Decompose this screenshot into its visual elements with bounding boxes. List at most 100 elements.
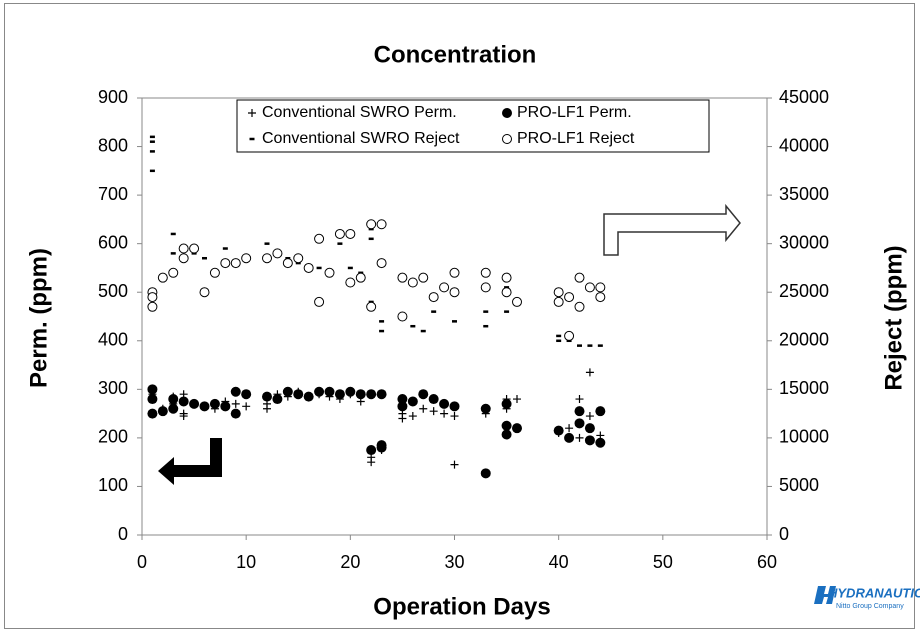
y2-tick-label: 45000 <box>779 87 829 107</box>
y2-tick-label: 20000 <box>779 330 829 350</box>
x-tick-label: 20 <box>340 552 360 572</box>
y2-tick-label: 30000 <box>779 232 829 252</box>
point <box>314 296 325 307</box>
point <box>449 267 460 278</box>
point <box>147 292 158 303</box>
point <box>366 389 377 400</box>
point <box>334 389 345 400</box>
y2-tick-label: 35000 <box>779 184 829 204</box>
y-tick-label: 500 <box>98 281 128 301</box>
point <box>168 403 179 414</box>
y-axis-label: Perm. (ppm) <box>25 248 52 388</box>
point <box>366 219 377 230</box>
logo-tagline: Nitto Group Company <box>836 603 904 610</box>
point <box>419 404 428 413</box>
point <box>564 292 575 303</box>
point <box>512 423 522 434</box>
point <box>334 228 345 239</box>
point <box>449 401 460 412</box>
point <box>168 394 179 405</box>
point <box>262 253 272 264</box>
point <box>303 262 314 273</box>
point <box>282 386 293 397</box>
point <box>241 389 252 400</box>
point <box>418 389 429 400</box>
point <box>480 403 491 414</box>
point <box>220 401 231 412</box>
point <box>179 412 188 421</box>
chart-title: Concentration <box>374 41 537 68</box>
point <box>376 219 387 230</box>
point <box>449 287 460 298</box>
point <box>595 437 606 448</box>
point <box>220 258 231 269</box>
legend-label: PRO-LF1 Perm. <box>517 104 632 121</box>
point <box>501 429 512 440</box>
point <box>376 389 387 400</box>
point <box>553 425 564 436</box>
point <box>376 258 387 269</box>
legend-marker <box>502 108 512 118</box>
logo-mark <box>814 586 836 604</box>
point <box>189 398 200 409</box>
y2-tick-label: 10000 <box>779 427 829 447</box>
point <box>450 412 459 421</box>
point <box>199 287 210 298</box>
point <box>324 386 335 397</box>
point <box>263 404 271 413</box>
point <box>512 296 522 307</box>
legend-label: Conventional SWRO Reject <box>262 130 460 147</box>
point <box>209 267 220 278</box>
point <box>282 258 293 269</box>
point <box>230 386 241 397</box>
point <box>407 396 418 407</box>
point <box>408 412 417 421</box>
point <box>564 432 575 443</box>
point <box>178 253 189 264</box>
point <box>367 458 376 467</box>
x-tick-label: 10 <box>236 552 256 572</box>
point <box>178 396 189 407</box>
point <box>407 277 418 288</box>
point <box>324 267 335 278</box>
y-tick-label: 300 <box>98 378 128 398</box>
y-tick-label: 200 <box>98 427 128 447</box>
point <box>366 445 377 456</box>
y2-tick-label: 5000 <box>779 475 819 495</box>
point <box>595 406 606 417</box>
left-arrow <box>158 438 222 485</box>
point <box>574 272 585 283</box>
point <box>241 253 252 264</box>
y-tick-label: 600 <box>98 232 128 252</box>
point <box>303 391 314 402</box>
point <box>189 243 200 254</box>
point <box>230 258 241 269</box>
y2-tick-label: 0 <box>779 524 789 544</box>
point <box>366 301 377 312</box>
point <box>272 394 283 405</box>
y2-tick-label: 15000 <box>779 378 829 398</box>
point <box>314 386 325 397</box>
point <box>345 228 356 239</box>
point <box>397 394 408 405</box>
point <box>501 272 512 283</box>
point <box>480 282 491 293</box>
point <box>584 282 595 293</box>
y2-axis-label: Reject (ppm) <box>880 245 907 390</box>
point <box>501 287 512 298</box>
point <box>595 282 606 293</box>
y-tick-label: 0 <box>118 524 128 544</box>
point <box>585 368 594 377</box>
y-tick-label: 700 <box>98 184 128 204</box>
point <box>242 402 251 411</box>
point <box>178 243 189 254</box>
x-tick-label: 40 <box>549 552 569 572</box>
point <box>574 406 585 417</box>
point <box>147 384 158 395</box>
point <box>501 420 512 431</box>
point <box>513 395 521 404</box>
point <box>345 277 356 288</box>
x-axis-label: Operation Days <box>373 593 550 620</box>
point <box>574 301 585 312</box>
point <box>157 406 168 417</box>
